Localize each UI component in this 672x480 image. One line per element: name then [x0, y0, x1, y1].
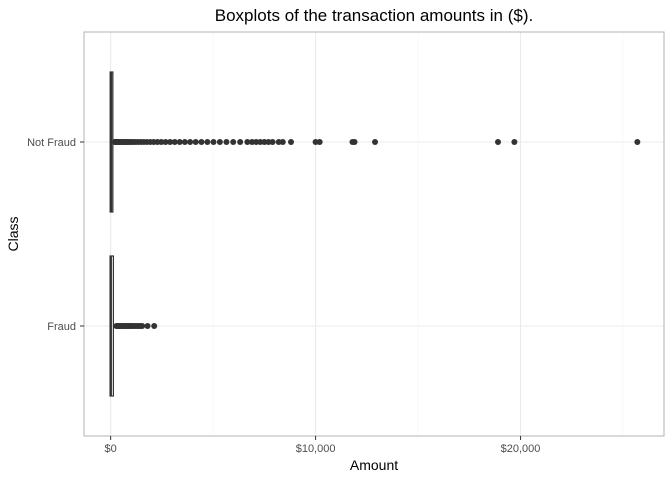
x-tick-label: $0: [105, 443, 117, 455]
outlier-point: [287, 139, 294, 145]
outlier-point: [223, 139, 230, 145]
grid-lines: [84, 32, 664, 436]
outlier-point: [216, 139, 223, 145]
outlier-point: [253, 139, 260, 145]
outlier-point: [198, 139, 205, 145]
outlier-point: [269, 139, 276, 145]
x-axis-title: Amount: [350, 457, 398, 473]
boxplot-not-fraud: [109, 71, 641, 213]
outlier-point: [162, 139, 169, 145]
outlier-point: [167, 139, 174, 145]
outlier-point: [351, 139, 358, 145]
plot-panel: [83, 31, 665, 437]
boxplot-series: [109, 71, 641, 397]
outlier-point: [171, 139, 178, 145]
outlier-point: [187, 139, 194, 145]
outlier-point: [275, 139, 282, 145]
outlier-point: [279, 139, 286, 145]
boxplot-fraud: [109, 255, 158, 397]
outlier-point: [312, 139, 319, 145]
y-axis-title: Class: [5, 216, 21, 251]
outlier-point: [634, 139, 641, 145]
chart-title: Boxplots of the transaction amounts in (…: [215, 6, 533, 25]
y-axis-ticks: Not Fraud Fraud: [27, 137, 84, 333]
outlier-point: [151, 323, 158, 329]
outlier-point: [249, 139, 256, 145]
outlier-point: [237, 139, 244, 145]
outlier-point: [316, 139, 323, 145]
x-tick-label: $10,000: [296, 443, 336, 455]
x-tick-label: $20,000: [501, 443, 541, 455]
outlier-point: [265, 139, 272, 145]
panel-border: [83, 31, 665, 437]
x-axis-ticks: $0 $10,000 $20,000: [105, 436, 541, 455]
outlier-point: [494, 139, 501, 145]
outlier-point: [181, 139, 188, 145]
outlier-point: [257, 139, 264, 145]
outlier-point: [144, 323, 151, 329]
outlier-point: [176, 139, 183, 145]
outlier-point: [158, 139, 165, 145]
outlier-point: [230, 139, 237, 145]
outlier-point: [192, 139, 199, 145]
outlier-point: [372, 139, 379, 145]
y-tick-label: Fraud: [47, 321, 76, 333]
y-tick-label: Not Fraud: [27, 137, 76, 149]
outlier-point: [511, 139, 518, 145]
outlier-point: [139, 323, 146, 329]
outlier-point: [244, 139, 251, 145]
outlier-point: [210, 139, 217, 145]
outlier-point: [261, 139, 268, 145]
outlier-point: [204, 139, 211, 145]
